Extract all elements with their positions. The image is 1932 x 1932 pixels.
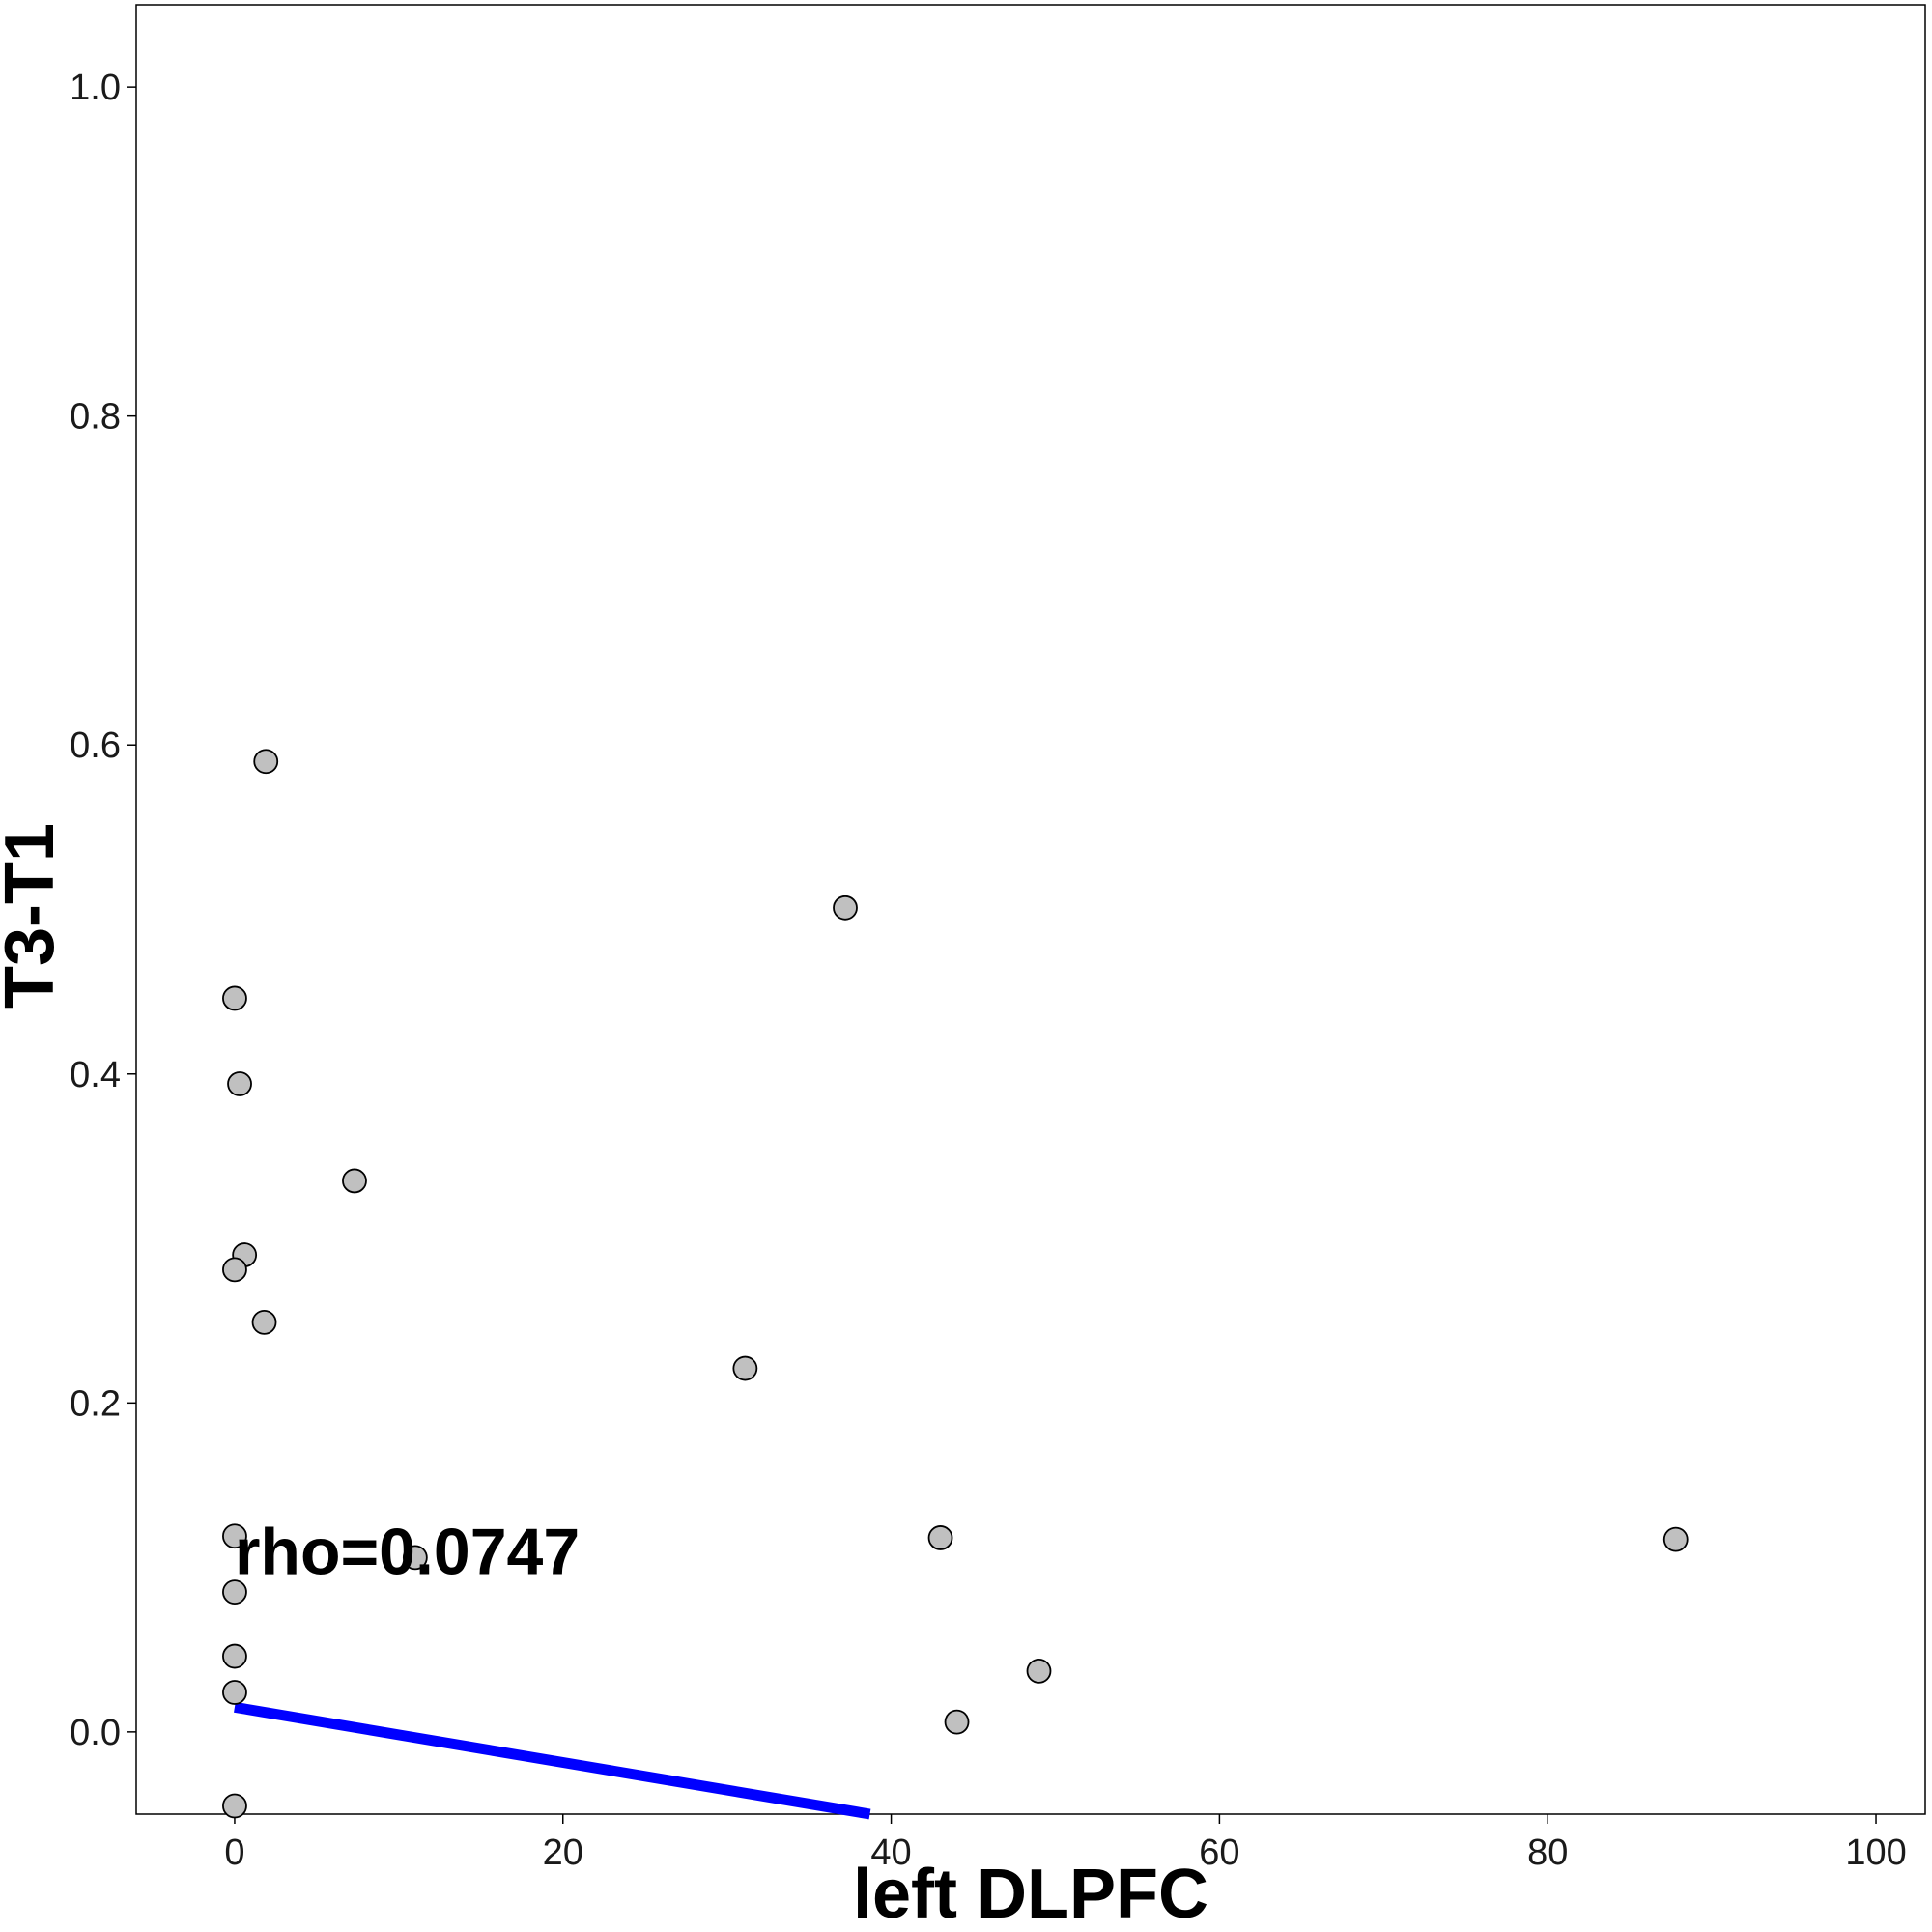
x-axis: 0 20 40 60 80 100 — [224, 1814, 1907, 1873]
data-point — [227, 1071, 252, 1096]
y-tick-label: 0.4 — [70, 1055, 121, 1095]
x-tick-label: 60 — [1199, 1833, 1239, 1873]
data-point — [342, 1168, 367, 1194]
data-point — [402, 1545, 428, 1571]
y-tick-label: 0.8 — [70, 397, 121, 438]
y-axis: 0.0 0.2 0.4 0.6 0.8 1.0 — [70, 68, 136, 1753]
data-point — [833, 895, 858, 921]
x-tick-label: 0 — [224, 1833, 244, 1873]
data-point — [222, 1523, 247, 1549]
data-points — [222, 749, 1689, 1819]
plot-area — [135, 4, 1926, 1815]
x-tick-label: 100 — [1845, 1833, 1906, 1873]
regression-line-layer — [234, 1701, 871, 1820]
x-tick-label: 20 — [543, 1833, 583, 1873]
data-point — [944, 1709, 970, 1735]
data-point — [222, 1793, 247, 1819]
y-tick-label: 0.6 — [70, 725, 121, 766]
y-tick-label: 0.0 — [70, 1713, 121, 1753]
data-point — [1662, 1526, 1689, 1552]
data-point — [222, 1257, 247, 1283]
data-point — [222, 1643, 247, 1669]
data-point — [253, 749, 279, 775]
x-axis-title: left DLPFC — [853, 1856, 1208, 1932]
data-point — [1026, 1658, 1052, 1684]
x-tick-label: 80 — [1527, 1833, 1568, 1873]
data-point — [222, 1579, 247, 1605]
data-point — [222, 1680, 247, 1705]
y-axis-title: T3-T1 — [0, 823, 69, 1009]
data-point — [251, 1309, 277, 1335]
x-tick-label: 40 — [870, 1833, 911, 1873]
data-point — [732, 1355, 758, 1381]
rho-annotation: rho=0.0747 — [235, 1516, 580, 1589]
data-point — [927, 1525, 953, 1550]
regression-line — [234, 1701, 871, 1820]
y-tick-label: 1.0 — [70, 68, 121, 108]
y-tick-label: 0.2 — [70, 1383, 121, 1424]
data-point — [222, 985, 247, 1011]
